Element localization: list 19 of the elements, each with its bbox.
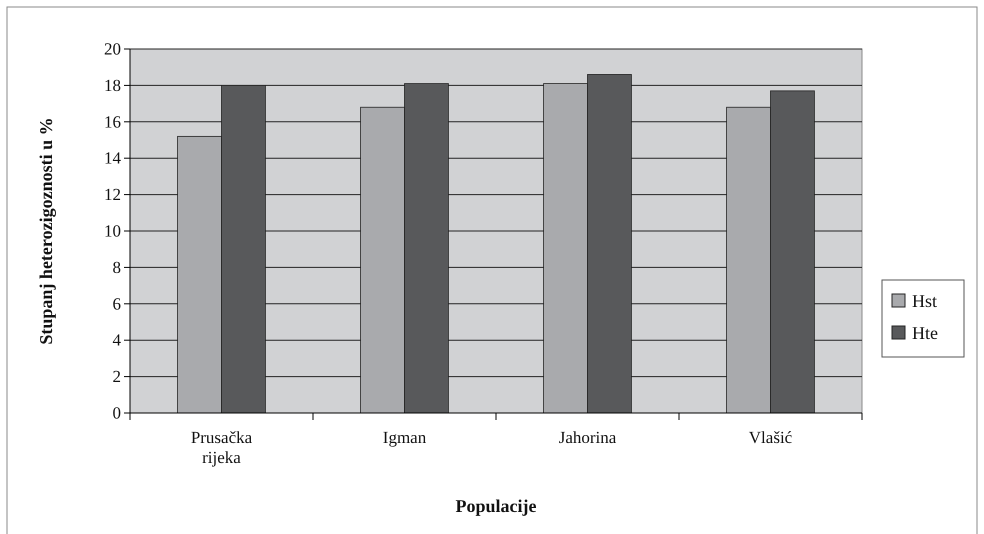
y-tick-label: 18 — [104, 76, 121, 95]
legend-label: Hte — [912, 323, 938, 343]
y-tick-label: 10 — [104, 221, 121, 240]
y-tick-label: 2 — [112, 367, 121, 386]
x-tick-label: Prusačka rijeka — [190, 428, 253, 467]
x-tick-label: Vlašić — [748, 428, 793, 447]
x-axis-title: Populacije — [456, 496, 536, 516]
y-tick-label: 6 — [112, 294, 121, 314]
legend-label: Hst — [912, 291, 938, 311]
y-axis-title: Stupanj heterozigoznosti u % — [36, 117, 56, 345]
y-tick-label: 14 — [104, 148, 122, 168]
y-tick-label: 4 — [112, 330, 122, 350]
x-tick-label: Jahorina — [558, 428, 617, 447]
x-tick-label: Igman — [382, 428, 427, 447]
y-tick-label: 16 — [104, 112, 121, 132]
y-tick-label: 8 — [112, 258, 121, 277]
y-tick-label: 0 — [112, 403, 121, 422]
y-tick-label: 12 — [104, 185, 121, 204]
y-tick-label: 20 — [104, 39, 121, 58]
